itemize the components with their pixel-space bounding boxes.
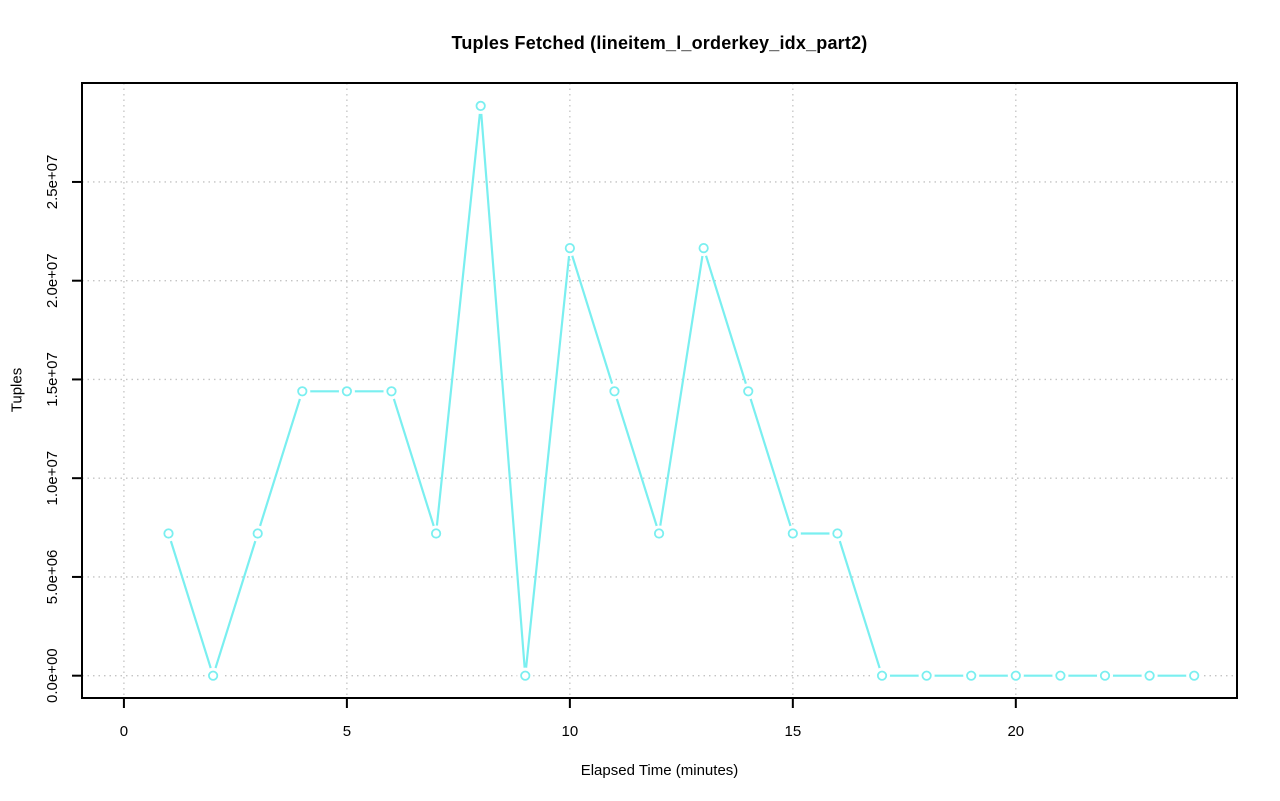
x-tick-label: 15 <box>784 723 801 740</box>
marker-halo <box>1097 667 1113 684</box>
marker-halo <box>784 525 801 542</box>
marker-halo <box>1186 667 1203 684</box>
marker-halo <box>606 383 623 400</box>
marker-halo <box>428 525 445 542</box>
series-line <box>167 104 1195 677</box>
x-tick-label: 10 <box>562 723 579 740</box>
data-point-marker <box>787 528 798 539</box>
data-point-marker <box>1144 670 1155 681</box>
marker-halo <box>740 383 757 400</box>
marker-halo <box>695 240 712 257</box>
data-point-marker <box>609 386 620 397</box>
marker-halo <box>517 667 534 684</box>
y-tick-label: 5.0e+06 <box>44 550 61 605</box>
plot-border <box>81 82 1238 699</box>
marker-halo <box>160 525 177 542</box>
marker-halo <box>963 667 980 684</box>
marker-halo <box>249 525 266 542</box>
marker-halo <box>651 525 668 542</box>
data-point-marker <box>653 528 665 539</box>
x-tick-label: 20 <box>1007 723 1024 740</box>
x-tick-label: 0 <box>120 723 128 740</box>
x-axis-label: Elapsed Time (minutes) <box>580 762 739 779</box>
data-point-marker <box>1010 670 1021 681</box>
data-point-marker <box>1099 670 1111 681</box>
y-tick-label: 1.0e+07 <box>44 451 61 506</box>
data-point-marker <box>876 670 888 681</box>
data-point-marker <box>386 386 397 397</box>
marker-halo <box>294 383 311 400</box>
marker-halo <box>561 240 578 257</box>
data-point-marker <box>564 243 575 254</box>
data-point-marker <box>475 100 486 112</box>
data-point-marker <box>743 386 754 397</box>
y-tick-label: 2.0e+07 <box>44 253 61 308</box>
data-point-marker <box>1189 670 1200 681</box>
chart-title: Tuples Fetched (lineitem_l_orderkey_idx_… <box>451 33 868 53</box>
marker-halo <box>918 667 935 684</box>
y-tick-label: 1.5e+07 <box>44 352 61 407</box>
data-point-marker <box>252 528 263 539</box>
marker-halo <box>1141 667 1158 684</box>
data-point-marker <box>921 670 932 681</box>
marker-halo <box>874 667 891 684</box>
marker-halo <box>1052 667 1069 684</box>
data-point-marker <box>341 386 352 397</box>
marker-halo <box>829 525 846 542</box>
marker-halo <box>472 97 489 114</box>
marker-halo <box>383 383 400 400</box>
data-point-marker <box>832 528 843 539</box>
marker-halo <box>1007 667 1024 684</box>
marker-halo <box>338 383 355 400</box>
data-point-marker <box>163 528 174 539</box>
marker-halo <box>205 667 222 684</box>
data-point-marker <box>430 528 442 539</box>
data-point-marker <box>297 386 308 397</box>
data-point-marker <box>966 670 977 681</box>
data-point-marker <box>698 243 709 254</box>
data-point-marker <box>520 670 531 681</box>
y-axis-label: Tuples <box>8 367 26 413</box>
y-tick-label: 2.5e+07 <box>44 155 61 210</box>
x-tick-label: 5 <box>343 723 351 740</box>
data-point-marker <box>1055 670 1066 681</box>
y-tick-label: 0.0e+00 <box>44 648 61 703</box>
data-point-marker <box>208 670 219 681</box>
